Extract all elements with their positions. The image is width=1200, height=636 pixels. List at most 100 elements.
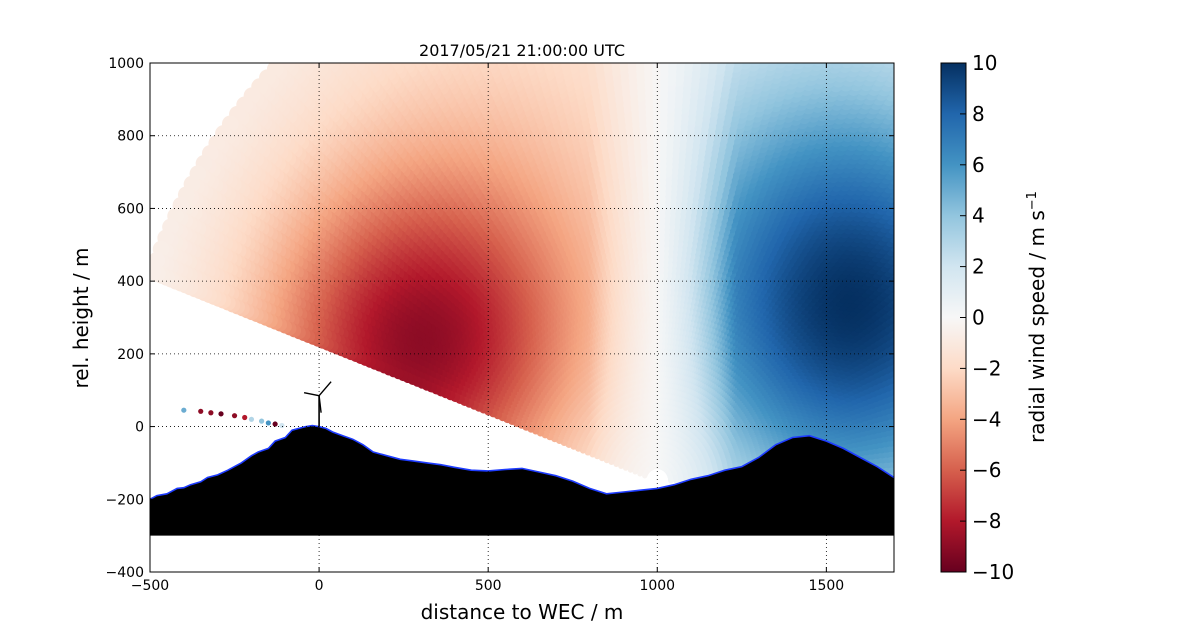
scan-point [689, 42, 703, 56]
scan-point [899, 341, 910, 352]
scan-point [899, 287, 910, 298]
plot-area: −500 0 500 1000 1500 −400−200020040060080010… [106, 42, 914, 594]
scan-point [896, 313, 907, 324]
scan-point [895, 291, 906, 302]
scan-point [835, 63, 843, 64]
scan-point [815, 42, 829, 56]
scan-point [894, 401, 904, 411]
scan-point [896, 224, 908, 236]
scan-point [689, 47, 703, 61]
scan-point [761, 63, 766, 64]
scan-point [749, 47, 763, 61]
scan-point [853, 48, 868, 63]
scan-point [899, 160, 912, 173]
scan-point [899, 468, 909, 478]
scan-point [723, 47, 737, 61]
scan-point [898, 417, 908, 427]
scan-point [899, 381, 910, 392]
scan-point [901, 302, 912, 313]
scan-point [855, 43, 870, 58]
scan-point [740, 45, 754, 59]
scan-point [902, 360, 913, 371]
scan-point [898, 45, 913, 60]
scan-point [863, 48, 878, 63]
scan-point [902, 440, 912, 450]
scan-point [803, 48, 817, 62]
scan-point [895, 370, 906, 381]
scan-point [895, 121, 909, 135]
scan-point [892, 76, 894, 85]
scan-point [872, 63, 886, 68]
scan-point [901, 434, 911, 444]
scan-point [896, 406, 906, 416]
scan-point [899, 399, 909, 409]
scan-point [847, 63, 851, 64]
scan-point [776, 44, 790, 58]
scan-point [895, 49, 910, 64]
scan-point [897, 446, 907, 456]
scan-point [899, 131, 913, 145]
scan-point [901, 183, 914, 196]
scan-point [900, 229, 912, 241]
scan-point [896, 335, 907, 346]
scan-point [697, 48, 711, 62]
scan-point [899, 146, 912, 159]
scan-point [896, 69, 911, 84]
scan-point [893, 310, 894, 317]
scan-point [897, 188, 910, 201]
scan-point [894, 474, 904, 484]
scan-point [898, 327, 909, 338]
scan-point [785, 47, 799, 61]
scan-point [893, 420, 894, 427]
scan-point [900, 98, 914, 112]
scan-point [844, 44, 859, 59]
chart-title: 2017/05/21 21:00:00 UTC [419, 41, 625, 60]
scan-point [796, 63, 804, 65]
scan-point [902, 346, 913, 357]
scan-point [896, 388, 906, 398]
scan-point [706, 44, 720, 58]
scan-point [895, 273, 907, 285]
scan-point [902, 392, 913, 403]
scan-point [895, 357, 906, 368]
scan-point [897, 362, 908, 373]
scan-point [861, 63, 875, 68]
scan-point [876, 43, 891, 58]
scan-point [892, 142, 894, 152]
scan-point [897, 103, 911, 117]
scan-point [897, 375, 908, 386]
scan-point [698, 43, 712, 57]
scan-point [742, 63, 750, 65]
scan-point [898, 174, 911, 187]
scan-point [895, 282, 906, 293]
scan-point [893, 112, 894, 116]
scan-point [898, 296, 909, 307]
scan-point [901, 386, 912, 397]
scan-point [874, 48, 889, 63]
scan-point [901, 333, 912, 344]
scan-point [680, 47, 694, 61]
scan-point [672, 46, 686, 60]
scan-point [901, 310, 912, 321]
scan-point [896, 201, 909, 214]
scan-point [899, 368, 910, 379]
scan-point [897, 412, 907, 422]
scan-point [866, 43, 881, 58]
scan-point [896, 435, 906, 445]
scan-point [823, 46, 837, 60]
scan-point [898, 211, 910, 223]
scan-point [795, 45, 809, 59]
scan-point [731, 49, 745, 63]
scan-point [900, 405, 910, 415]
scan-point [897, 440, 907, 450]
scan-point [895, 255, 907, 267]
scan-point [732, 43, 746, 57]
scan-point [900, 428, 910, 438]
scan-point [750, 42, 764, 56]
scan-point [897, 305, 908, 316]
scan-point [899, 319, 910, 330]
scan-point [900, 354, 911, 365]
scan-point [898, 117, 912, 131]
scan-point [899, 270, 911, 282]
